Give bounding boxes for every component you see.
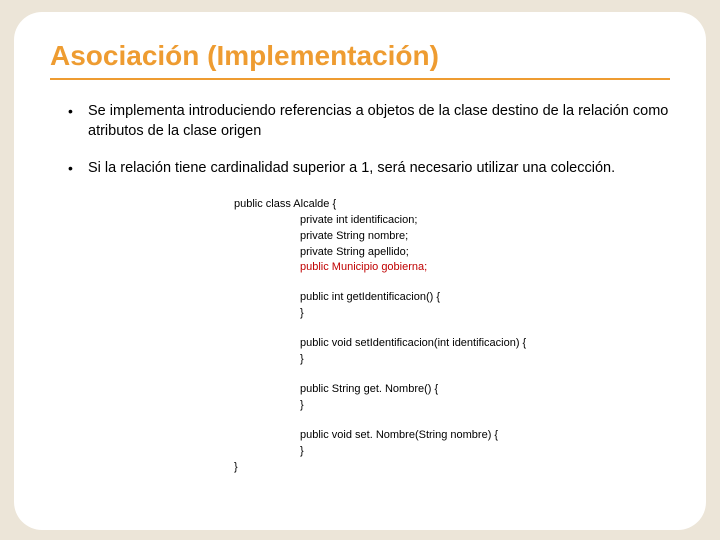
code-line: }: [234, 306, 670, 322]
code-line: private int identificacion;: [234, 213, 670, 229]
bullet-list: Se implementa introduciendo referencias …: [50, 102, 670, 179]
bullet-item: Si la relación tiene cardinalidad superi…: [68, 159, 670, 179]
code-line: }: [234, 444, 670, 460]
code-line: public void setIdentificacion(int identi…: [234, 336, 670, 352]
code-line: public void set. Nombre(String nombre) {: [234, 428, 670, 444]
code-line: public int getIdentificacion() {: [234, 290, 670, 306]
bullet-item: Se implementa introduciendo referencias …: [68, 102, 670, 141]
code-line: [234, 276, 670, 290]
code-line: public Municipio gobierna;: [234, 260, 670, 276]
code-line: }: [234, 352, 670, 368]
code-line: private String nombre;: [234, 229, 670, 245]
code-line: [234, 414, 670, 428]
code-line: [234, 368, 670, 382]
slide-title: Asociación (Implementación): [50, 40, 670, 80]
code-line: public class Alcalde {: [234, 197, 670, 213]
code-line: private String apellido;: [234, 245, 670, 261]
slide-card: Asociación (Implementación) Se implement…: [14, 12, 706, 530]
code-line: public String get. Nombre() {: [234, 382, 670, 398]
code-block: public class Alcalde {private int identi…: [50, 197, 670, 476]
code-line: }: [234, 398, 670, 414]
code-line: [234, 322, 670, 336]
code-line: }: [234, 460, 670, 476]
